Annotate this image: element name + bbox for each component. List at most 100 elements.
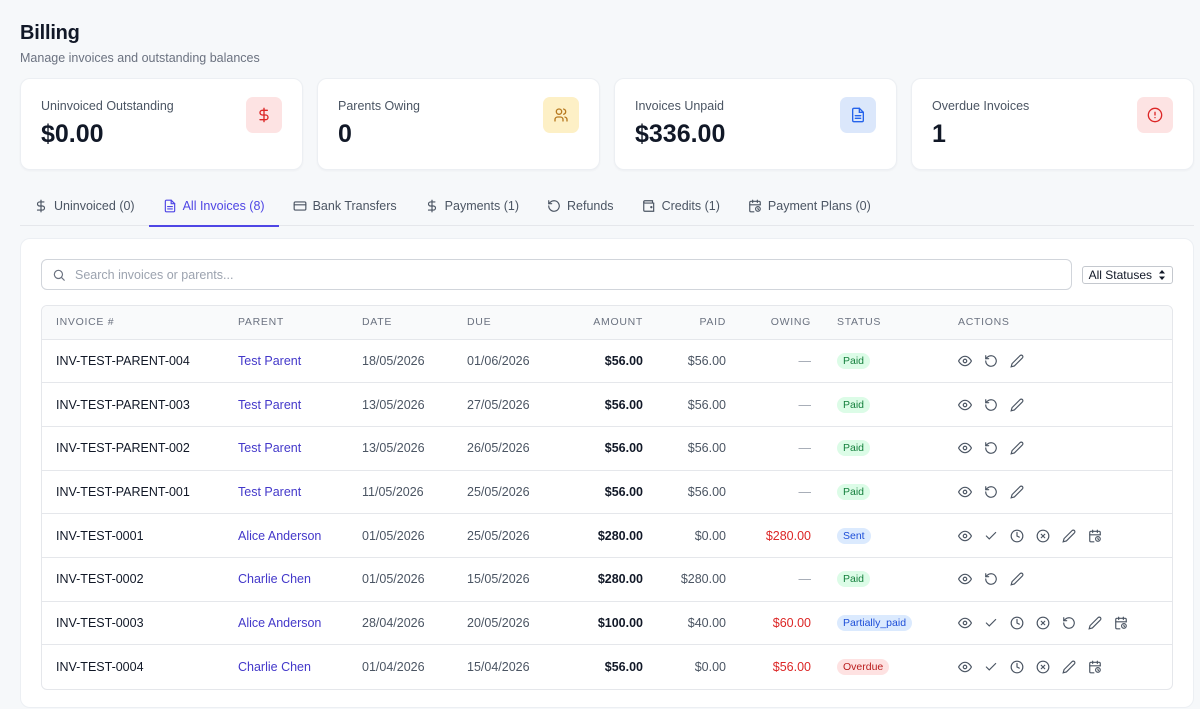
column-header-paid[interactable]: Paid bbox=[699, 316, 726, 329]
refund-icon[interactable] bbox=[984, 485, 998, 499]
tab-label: Refunds bbox=[567, 199, 614, 213]
clock-icon[interactable] bbox=[1010, 616, 1024, 630]
actions-cell bbox=[944, 339, 1172, 383]
billing-tabs: Uninvoiced (0) All Invoices (8) Bank Tra… bbox=[20, 186, 1194, 227]
column-header-actions: Actions bbox=[958, 316, 1010, 329]
column-header-amount[interactable]: Amount bbox=[593, 316, 643, 329]
calendar-clock-icon[interactable] bbox=[1114, 616, 1128, 630]
refund-icon[interactable] bbox=[984, 572, 998, 586]
column-header-owing[interactable]: Owing bbox=[770, 316, 811, 329]
x-circle-icon[interactable] bbox=[1036, 616, 1050, 630]
invoice-date: 01/05/2026 bbox=[362, 572, 425, 587]
tab-bank-transfers[interactable]: Bank Transfers bbox=[279, 186, 411, 226]
search-input[interactable] bbox=[75, 267, 1061, 282]
dollar-icon bbox=[246, 97, 282, 133]
table-row[interactable]: INV-TEST-PARENT-001 Test Parent 11/05/2026… bbox=[42, 470, 1172, 514]
refund-icon[interactable] bbox=[984, 441, 998, 455]
parent-link[interactable]: Alice Anderson bbox=[238, 528, 322, 543]
table-row[interactable]: INV-TEST-PARENT-004 Test Parent 18/05/2026… bbox=[42, 339, 1172, 383]
status-filter-select[interactable]: All Statuses bbox=[1081, 265, 1173, 284]
eye-icon[interactable] bbox=[958, 660, 972, 674]
calendar-clock-icon[interactable] bbox=[1088, 660, 1102, 674]
stat-card-uninvoiced-outstanding: Uninvoiced Outstanding $0.00 bbox=[20, 78, 303, 170]
invoice-date: 18/05/2026 bbox=[362, 353, 425, 368]
pencil-icon[interactable] bbox=[1010, 485, 1024, 499]
column-header-date[interactable]: Date bbox=[362, 316, 393, 329]
tab-payment-plans[interactable]: Payment Plans (0) bbox=[734, 186, 885, 226]
refund-icon[interactable] bbox=[984, 398, 998, 412]
parent-link[interactable]: Charlie Chen bbox=[238, 572, 311, 587]
credit-card-icon bbox=[293, 199, 307, 213]
eye-icon[interactable] bbox=[958, 529, 972, 543]
row-actions bbox=[958, 485, 1172, 499]
due-date: 15/04/2026 bbox=[467, 659, 530, 674]
pencil-icon[interactable] bbox=[1062, 660, 1076, 674]
stat-card-overdue-invoices: Overdue Invoices 1 bbox=[911, 78, 1194, 170]
table-row[interactable]: INV-TEST-0001 Alice Anderson 01/05/2026 25/… bbox=[42, 513, 1172, 558]
alert-circle-icon bbox=[1137, 97, 1173, 133]
invoice-number: INV-TEST-0002 bbox=[56, 572, 144, 587]
row-actions bbox=[958, 572, 1172, 586]
pencil-icon[interactable] bbox=[1010, 441, 1024, 455]
actions-cell bbox=[944, 645, 1172, 689]
parent-link[interactable]: Alice Anderson bbox=[238, 615, 322, 630]
stat-label: Parents Owing bbox=[338, 99, 420, 113]
invoices-toolbar: All Statuses bbox=[41, 259, 1173, 290]
tab-credits[interactable]: Credits (1) bbox=[628, 186, 734, 226]
page-header: Billing Manage invoices and outstanding … bbox=[20, 0, 1194, 65]
paid-cell: $40.00 bbox=[687, 615, 726, 630]
tab-label: Bank Transfers bbox=[312, 199, 397, 213]
eye-icon[interactable] bbox=[958, 572, 972, 586]
clock-icon[interactable] bbox=[1010, 529, 1024, 543]
calendar-clock-icon[interactable] bbox=[1088, 529, 1102, 543]
row-actions bbox=[958, 660, 1172, 674]
column-header-status[interactable]: Status bbox=[837, 316, 882, 329]
tab-refunds[interactable]: Refunds bbox=[533, 186, 628, 226]
invoice-date: 13/05/2026 bbox=[362, 441, 425, 456]
stat-label: Uninvoiced Outstanding bbox=[41, 99, 174, 113]
status-filter-value: All Statuses bbox=[1088, 267, 1152, 282]
clock-icon[interactable] bbox=[1010, 660, 1024, 674]
eye-icon[interactable] bbox=[958, 398, 972, 412]
x-circle-icon[interactable] bbox=[1036, 660, 1050, 674]
document-icon bbox=[163, 199, 177, 213]
x-circle-icon[interactable] bbox=[1036, 529, 1050, 543]
check-icon[interactable] bbox=[984, 616, 998, 630]
refund-icon[interactable] bbox=[1062, 616, 1076, 630]
paid-cell: $56.00 bbox=[687, 397, 726, 412]
tab-all-invoices[interactable]: All Invoices (8) bbox=[148, 186, 279, 227]
parent-link[interactable]: Test Parent bbox=[238, 484, 302, 499]
pencil-icon[interactable] bbox=[1010, 572, 1024, 586]
parent-link[interactable]: Charlie Chen bbox=[238, 659, 311, 674]
column-header-invoice[interactable]: Invoice # bbox=[56, 316, 115, 329]
eye-icon[interactable] bbox=[958, 354, 972, 368]
table-row[interactable]: INV-TEST-0004 Charlie Chen 01/04/2026 15/04… bbox=[42, 644, 1172, 689]
pencil-icon[interactable] bbox=[1062, 529, 1076, 543]
due-date: 25/05/2026 bbox=[467, 484, 530, 499]
parent-link[interactable]: Test Parent bbox=[238, 441, 302, 456]
status-badge: Overdue bbox=[837, 658, 890, 675]
pencil-icon[interactable] bbox=[1010, 398, 1024, 412]
eye-icon[interactable] bbox=[958, 616, 972, 630]
eye-icon[interactable] bbox=[958, 441, 972, 455]
parent-link[interactable]: Test Parent bbox=[238, 397, 302, 412]
table-row[interactable]: INV-TEST-0002 Charlie Chen 01/05/2026 15/05… bbox=[42, 557, 1172, 601]
column-header-due[interactable]: Due bbox=[467, 316, 492, 329]
status-badge: Sent bbox=[837, 527, 871, 544]
table-row[interactable]: INV-TEST-PARENT-003 Test Parent 13/05/2026… bbox=[42, 382, 1172, 427]
tab-uninvoiced[interactable]: Uninvoiced (0) bbox=[20, 186, 149, 226]
users-icon bbox=[543, 97, 579, 133]
check-icon[interactable] bbox=[984, 660, 998, 674]
pencil-icon[interactable] bbox=[1088, 616, 1102, 630]
eye-icon[interactable] bbox=[958, 485, 972, 499]
column-header-parent[interactable]: Parent bbox=[238, 316, 285, 329]
parent-link[interactable]: Test Parent bbox=[238, 353, 302, 368]
pencil-icon[interactable] bbox=[1010, 354, 1024, 368]
check-icon[interactable] bbox=[984, 529, 998, 543]
table-row[interactable]: INV-TEST-PARENT-002 Test Parent 13/05/2026… bbox=[42, 426, 1172, 470]
invoice-number: INV-TEST-PARENT-004 bbox=[56, 353, 190, 368]
tab-payments[interactable]: Payments (1) bbox=[411, 186, 533, 226]
refund-icon[interactable] bbox=[984, 354, 998, 368]
table-row[interactable]: INV-TEST-0003 Alice Anderson 28/04/2026 20/… bbox=[42, 601, 1172, 645]
